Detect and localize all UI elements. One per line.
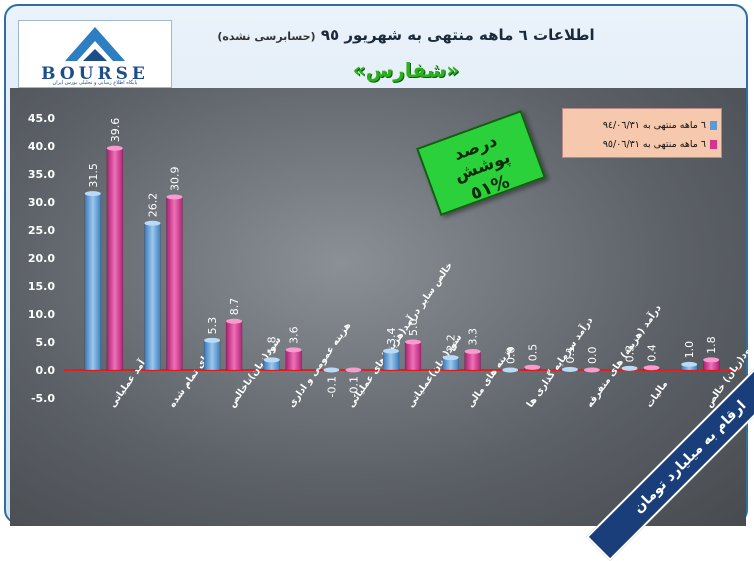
y-tick-label-8: 35.0 bbox=[28, 168, 55, 181]
bar-cap-s1-4 bbox=[323, 367, 340, 373]
y-tick-label-3: 10.0 bbox=[28, 308, 55, 321]
bar-cap-s1-3 bbox=[263, 357, 280, 363]
category-label-4: خالص سایر درآمد(هزینه)های عملیاتی bbox=[344, 259, 455, 410]
category-label-9: مالیات bbox=[644, 379, 670, 410]
data-label-s2-2: 8.7 bbox=[228, 298, 241, 316]
y-tick-label-6: 25.0 bbox=[28, 224, 55, 237]
bar-s2-0 bbox=[106, 147, 124, 371]
y-tick-label-5: 20.0 bbox=[28, 252, 55, 265]
bar-s1-0 bbox=[84, 193, 102, 371]
bar-cap-s1-1 bbox=[144, 220, 161, 226]
bar-cap-s2-4 bbox=[345, 367, 362, 373]
page-title: اطلاعات ٦ ماهه منتهی به شهریور ٩٥ (حسابر… bbox=[206, 26, 606, 44]
bar-cap-s2-6 bbox=[464, 349, 481, 355]
data-label-s2-5: 5.0 bbox=[407, 319, 420, 337]
title-text: اطلاعات ٦ ماهه منتهی به شهریور ٩٥ bbox=[320, 26, 595, 44]
legend-swatch-2 bbox=[710, 139, 717, 149]
bar-cap-s2-2 bbox=[226, 318, 243, 324]
y-tick-label-2: 5.0 bbox=[36, 336, 56, 349]
chart-background bbox=[10, 88, 746, 526]
y-tick-label-10: 45.0 bbox=[28, 112, 55, 125]
bar-s2-2 bbox=[225, 321, 243, 371]
bar-s2-3 bbox=[285, 349, 302, 371]
bar-cap-s2-1 bbox=[166, 194, 183, 200]
y-tick-label-4: 15.0 bbox=[28, 280, 55, 293]
bar-cap-s2-9 bbox=[643, 365, 660, 371]
bar-s1-1 bbox=[144, 223, 161, 371]
bar-cap-s2-0 bbox=[106, 145, 123, 151]
bar-chart: -5.0 0.0 5.0 10.0 15.0 20.0 25.0 30.0 35.0 40.0 45… bbox=[28, 112, 740, 410]
data-label-s1-6: 2.2 bbox=[445, 334, 458, 352]
bar-cap-s2-5 bbox=[405, 339, 421, 345]
data-label-s1-4: -0.1 bbox=[325, 376, 338, 397]
y-tick-label-1: 0.0 bbox=[36, 364, 56, 377]
bar-cap-s1-8 bbox=[561, 366, 578, 372]
data-label-s1-9: 0.3 bbox=[624, 345, 637, 363]
bourse-logo: BOURSE پایگاه اطلاع رسانی و تحلیلی بورس … bbox=[18, 20, 172, 88]
data-label-s2-3: 3.6 bbox=[288, 326, 301, 344]
data-label-s2-6: 3.3 bbox=[467, 328, 480, 346]
bar-s2-6 bbox=[464, 351, 481, 371]
bar-cap-s1-10 bbox=[681, 361, 698, 367]
chart-legend: ٦ ماهه منتهی به ٩٤/٠٦/٣١ ٦ ماهه منتهی به… bbox=[562, 108, 722, 158]
logo-text: BOURSE bbox=[41, 64, 149, 84]
bar-cap-s2-10 bbox=[703, 357, 720, 363]
data-label-s2-10: 1.8 bbox=[705, 336, 718, 354]
bar-cap-s1-2 bbox=[204, 337, 221, 343]
title-note: (حسابرسی نشده) bbox=[217, 30, 316, 43]
bar-cap-s1-9 bbox=[621, 365, 638, 371]
legend-label-1: ٦ ماهه منتهی به ٩٤/٠٦/٣١ bbox=[602, 119, 706, 131]
bar-s1-2 bbox=[203, 340, 221, 371]
bar-cap-s1-6 bbox=[442, 355, 459, 361]
bar-cap-s1-5 bbox=[383, 348, 399, 354]
bar-cap-s2-3 bbox=[285, 347, 302, 353]
data-label-s2-1: 30.9 bbox=[168, 166, 181, 191]
data-label-s1-1: 26.2 bbox=[146, 193, 159, 218]
legend-item-1: ٦ ماهه منتهی به ٩٤/٠٦/٣١ bbox=[569, 118, 717, 132]
bar-s2-5 bbox=[404, 341, 422, 371]
company-name: «شفارس» bbox=[352, 58, 460, 82]
legend-swatch-1 bbox=[710, 120, 717, 130]
data-label-s1-8: 0.1 bbox=[564, 346, 577, 364]
data-label-s2-9: 0.4 bbox=[646, 344, 659, 362]
data-label-s2-0: 39.6 bbox=[109, 118, 122, 142]
data-label-s2-4: -0.1 bbox=[347, 376, 360, 397]
logo-subtitle: پایگاه اطلاع رسانی و تحلیلی بورس ایران bbox=[52, 80, 138, 86]
data-label-s1-0: 31.5 bbox=[87, 163, 100, 188]
data-label-s1-7: 0.0 bbox=[504, 347, 517, 365]
bar-s2-1 bbox=[166, 196, 183, 371]
y-tick-label-9: 40.0 bbox=[28, 140, 55, 153]
data-label-s2-7: 0.5 bbox=[526, 344, 539, 362]
logo-mark-icon bbox=[65, 27, 125, 61]
bar-cap-s2-7 bbox=[524, 364, 541, 370]
y-tick-label-0: -5.0 bbox=[31, 392, 55, 405]
legend-label-2: ٦ ماهه منتهی به ٩٥/٠٦/٣١ bbox=[602, 138, 706, 150]
data-label-s1-3: 1.8 bbox=[266, 336, 279, 354]
bar-s1-5 bbox=[382, 350, 400, 371]
data-label-s2-8: 0.0 bbox=[586, 347, 599, 365]
y-tick-label-7: 30.0 bbox=[28, 196, 55, 209]
data-label-s1-10: 1.0 bbox=[683, 341, 696, 359]
data-label-s1-5: 3.4 bbox=[385, 327, 398, 345]
bar-cap-s2-8 bbox=[583, 367, 600, 373]
bar-cap-s1-0 bbox=[84, 191, 101, 197]
bar-cap-s1-7 bbox=[502, 367, 519, 373]
legend-item-2: ٦ ماهه منتهی به ٩٥/٠٦/٣١ bbox=[569, 137, 717, 151]
data-label-s1-2: 5.3 bbox=[206, 317, 219, 335]
